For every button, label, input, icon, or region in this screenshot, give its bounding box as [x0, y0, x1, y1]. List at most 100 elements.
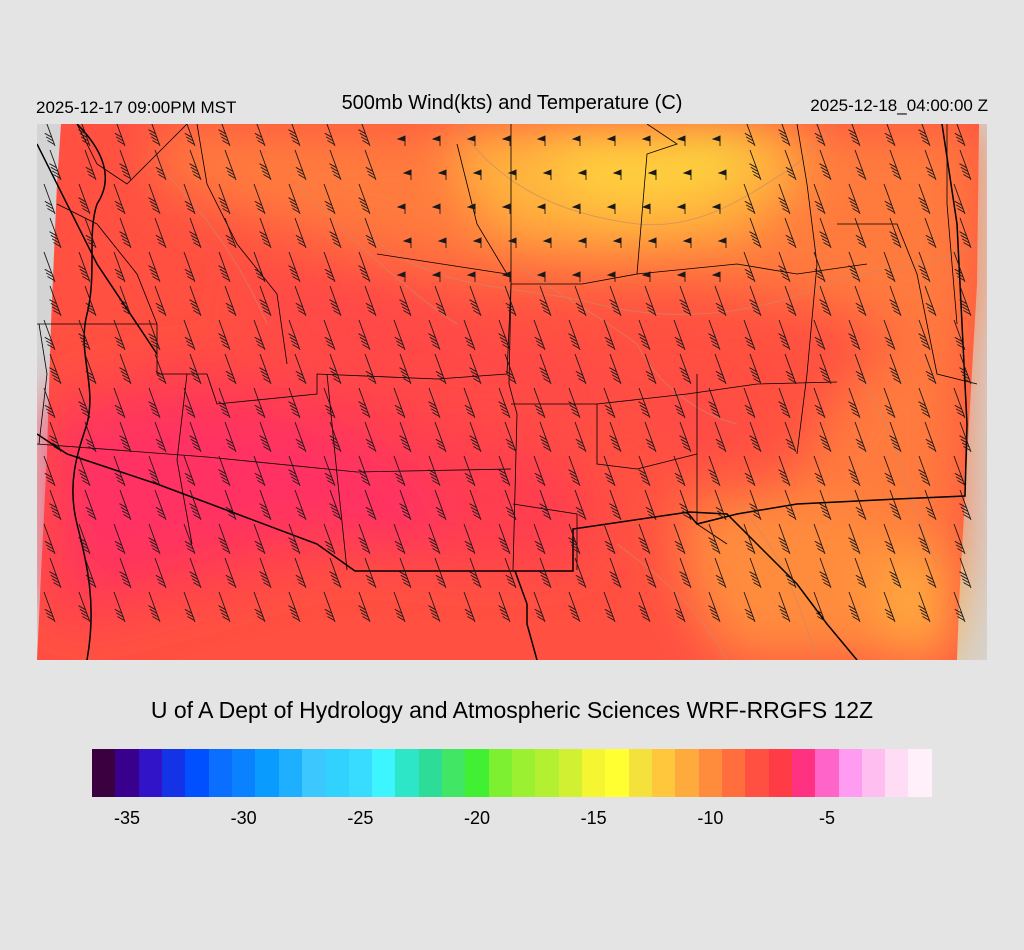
wind-barb: [119, 489, 132, 521]
wind-barb: [959, 489, 972, 521]
wind-barb: [542, 169, 552, 180]
wind-barb: [218, 387, 231, 419]
wind-barb: [918, 455, 931, 487]
wind-barb: [434, 353, 447, 385]
wind-barb: [679, 489, 692, 521]
wind-barb: [437, 169, 447, 180]
wind-barb: [259, 285, 272, 317]
colorbar-swatch: [885, 749, 909, 797]
wind-barb: [323, 251, 336, 283]
wind-barb: [883, 251, 896, 283]
wind-barb: [612, 237, 622, 248]
colorbar-swatch: [465, 749, 489, 797]
wind-barb: [183, 455, 196, 487]
wind-barb: [189, 285, 202, 317]
wind-barb: [571, 135, 581, 146]
wind-barb: [784, 353, 797, 385]
wind-barb: [154, 217, 167, 249]
colorbar-tick-label: -10: [697, 808, 724, 828]
wind-barb: [536, 135, 546, 146]
wind-barb: [603, 523, 616, 555]
wind-barb: [224, 421, 237, 453]
wind-barb: [603, 319, 616, 351]
wind-barb: [708, 523, 721, 555]
wind-barb: [154, 149, 167, 181]
wind-barb: [644, 421, 657, 453]
wind-barb: [504, 557, 517, 589]
wind-barb: [749, 421, 762, 453]
wind-barb: [813, 387, 826, 419]
wind-barb: [434, 557, 447, 589]
wind-barb: [224, 217, 237, 249]
wind-barb: [253, 455, 266, 487]
wind-barb: [889, 149, 902, 181]
wind-barb: [43, 455, 56, 487]
wind-barb: [183, 523, 196, 555]
wind-barb: [924, 489, 937, 521]
wind-barb: [813, 591, 826, 623]
wind-barb: [819, 149, 832, 181]
wind-barb: [784, 149, 797, 181]
wind-barb: [324, 124, 336, 147]
wind-barb: [784, 217, 797, 249]
wind-barb: [49, 353, 62, 385]
wind-barb: [399, 353, 412, 385]
wind-barb: [434, 421, 447, 453]
wind-barb: [641, 135, 651, 146]
wind-barbs: [43, 124, 972, 623]
wind-barb: [609, 489, 622, 521]
wind-barb: [638, 387, 651, 419]
wind-barb: [43, 319, 56, 351]
wind-barb: [749, 217, 762, 249]
temperature-field: [37, 124, 979, 660]
wind-barb: [539, 285, 552, 317]
wind-barb: [84, 421, 97, 453]
wind-barb: [848, 319, 861, 351]
wind-barb: [323, 387, 336, 419]
wind-barb: [574, 557, 587, 589]
wind-barb: [218, 124, 231, 147]
wind-barb: [568, 319, 581, 351]
wind-barb: [259, 489, 272, 521]
wind-barb: [883, 387, 896, 419]
wind-barb: [119, 421, 132, 453]
wind-barb: [848, 124, 861, 147]
wind-barb: [288, 387, 301, 419]
wind-barb: [428, 591, 441, 623]
wind-barb: [396, 271, 406, 282]
wind-barb: [883, 523, 896, 555]
wind-barb: [259, 421, 272, 453]
colorbar-swatch: [605, 749, 629, 797]
wind-barb: [644, 353, 657, 385]
colorbar-swatch: [768, 749, 792, 797]
country-border: [37, 124, 968, 660]
colorbar-swatch: [208, 749, 232, 797]
wind-barb: [918, 523, 931, 555]
colorbar-swatch: [581, 749, 606, 797]
wind-barb: [463, 319, 476, 351]
wind-barb: [463, 455, 476, 487]
wind-barb: [959, 353, 972, 385]
wind-barb: [784, 421, 797, 453]
wind-barb: [574, 285, 587, 317]
wind-barb: [644, 557, 657, 589]
wind-barb: [431, 271, 441, 282]
wind-barb: [819, 421, 832, 453]
wind-barb: [959, 217, 972, 249]
wind-barb: [294, 353, 307, 385]
wind-barb: [918, 591, 931, 623]
wind-barb: [638, 591, 651, 623]
wind-barb: [189, 217, 202, 249]
wind-barb: [778, 523, 791, 555]
wind-barb: [78, 124, 91, 147]
wind-barb: [259, 149, 272, 181]
wind-barb: [536, 271, 546, 282]
wind-barb: [44, 124, 56, 147]
wind-barb: [883, 183, 896, 215]
wind-barb: [638, 455, 651, 487]
wind-barb: [428, 319, 441, 351]
colorbar-swatch: [745, 749, 769, 797]
wind-barb: [84, 217, 97, 249]
wind-barb: [778, 251, 791, 283]
wind-barb: [288, 183, 301, 215]
